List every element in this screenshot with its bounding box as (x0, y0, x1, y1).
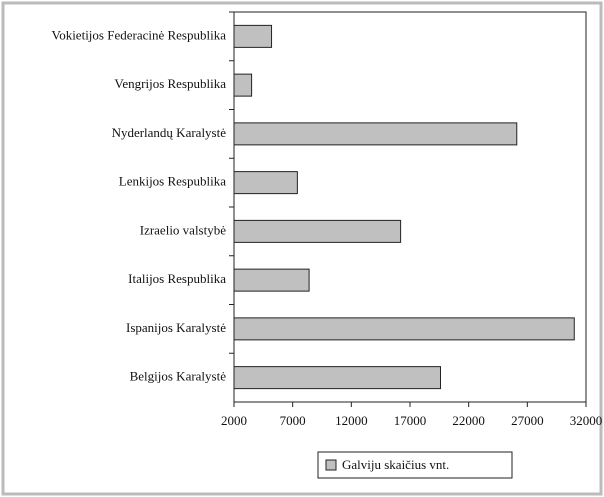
y-tick-label: Vengrijos Respublika (114, 76, 226, 91)
bar (233, 73, 253, 97)
bar (233, 122, 518, 146)
bar (233, 268, 310, 292)
bar (233, 24, 273, 48)
y-tick-label: Italijos Respublika (128, 271, 226, 286)
y-tick-label: Nyderlandų Karalystė (112, 125, 227, 140)
x-tick-label: 32000 (570, 413, 603, 428)
legend-box (317, 451, 513, 479)
bar (233, 219, 402, 243)
y-tick-label: Belgijos Karalystė (130, 369, 227, 384)
bar (233, 366, 442, 390)
x-tick-label: 17000 (394, 413, 427, 428)
x-tick-label: 7000 (280, 413, 306, 428)
legend-swatch (325, 459, 337, 471)
y-tick-label: Lenkijos Respublika (119, 174, 226, 189)
y-tick-label: Izraelio valstybė (140, 222, 226, 237)
x-tick-label: 2000 (221, 413, 247, 428)
x-tick-label: 22000 (452, 413, 485, 428)
y-tick-label: Vokietijos Federacinė Respublika (51, 27, 226, 42)
x-tick-label: 27000 (511, 413, 544, 428)
x-tick-label: 12000 (335, 413, 368, 428)
bar (233, 317, 575, 341)
legend-label: Galviju skaičius vnt. (342, 457, 449, 472)
y-tick-label: Ispanijos Karalystė (126, 320, 226, 335)
bar (233, 171, 298, 195)
